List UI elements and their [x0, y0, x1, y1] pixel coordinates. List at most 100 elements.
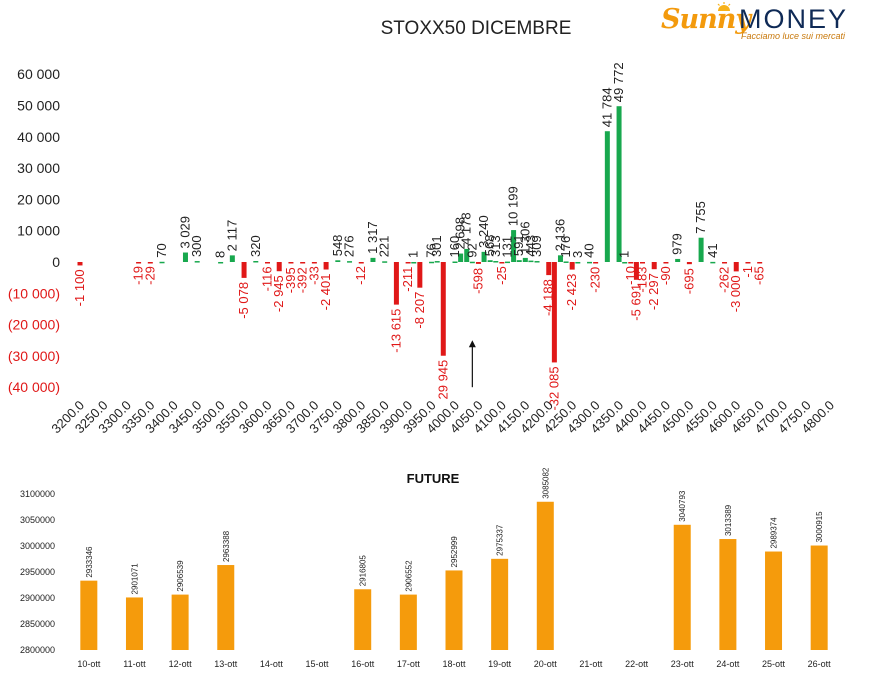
future-bar	[491, 558, 509, 650]
data-label: -12	[353, 266, 368, 285]
future-bar	[399, 594, 417, 650]
future-y-tick-label: 3050000	[20, 515, 55, 525]
data-label: -395	[283, 267, 298, 293]
future-y-tick-label: 3000000	[20, 541, 55, 551]
logo-tagline: Facciamo luce sui mercati	[741, 31, 846, 41]
future-value-labels: 2933346 2901071 2906539 2963388 2916805 29065…	[85, 467, 824, 594]
future-value-label: 2916805	[359, 555, 368, 587]
data-label: 1 306	[517, 221, 532, 254]
data-label: 301	[429, 235, 444, 257]
bar	[159, 261, 165, 264]
future-value-label: 3000915	[815, 511, 824, 543]
future-x-tick-label: 23-ott	[671, 659, 695, 669]
y-axis: 60 000 50 000 40 000 30 000 20 000 10 000 0 (10…	[8, 66, 60, 395]
data-label: 313	[488, 235, 503, 257]
future-y-tick-label: 2800000	[20, 645, 55, 655]
logo-sunny-text: Sunny	[661, 4, 751, 35]
data-label: 40	[582, 243, 597, 257]
bar	[458, 253, 464, 262]
future-bar	[810, 545, 828, 650]
data-label: -211	[400, 267, 415, 292]
future-x-tick-label: 26-ott	[808, 659, 832, 669]
future-x-tick-label: 22-ott	[625, 659, 649, 669]
y-tick-label: (10 000)	[8, 285, 60, 301]
bar	[323, 262, 329, 270]
data-label: 8	[213, 251, 228, 258]
y-tick-label: 60 000	[17, 66, 60, 82]
data-label: -116	[260, 266, 275, 291]
future-x-tick-label: 18-ott	[442, 659, 466, 669]
bar	[481, 251, 487, 262]
bar	[698, 237, 704, 262]
bar	[241, 262, 247, 278]
bar	[640, 262, 645, 264]
sun-icon	[717, 2, 731, 11]
bar	[516, 260, 522, 262]
future-x-tick-label: 15-ott	[306, 659, 330, 669]
data-label: 1	[617, 251, 632, 258]
bar	[757, 262, 763, 264]
data-label: -2 945	[271, 275, 286, 312]
future-value-label: 2989374	[770, 517, 779, 549]
data-label: 2 117	[224, 220, 239, 252]
bar	[722, 262, 728, 264]
data-label: 221	[377, 236, 392, 258]
bar	[522, 257, 528, 262]
data-label: 548	[330, 235, 345, 257]
bar	[194, 261, 200, 263]
data-label: 568	[482, 235, 497, 257]
bar	[633, 262, 639, 280]
bar	[557, 255, 563, 262]
bar	[288, 262, 294, 264]
data-label: 10 199	[506, 186, 521, 226]
future-x-tick-label: 16-ott	[351, 659, 375, 669]
data-label: 1 317	[365, 221, 380, 254]
bar	[675, 258, 681, 262]
bar	[411, 261, 417, 264]
future-x-tick-label: 24-ott	[716, 659, 740, 669]
bar	[229, 255, 235, 262]
data-label: 70	[154, 243, 169, 257]
bar	[218, 261, 224, 264]
future-value-label: 2933346	[85, 546, 94, 578]
future-x-tick-label: 21-ott	[579, 659, 603, 669]
bar	[347, 261, 353, 263]
bar	[335, 260, 341, 262]
bar	[551, 262, 557, 363]
bar	[487, 260, 493, 262]
future-value-label: 2906552	[404, 560, 413, 592]
data-label: -2 297	[646, 273, 661, 310]
bar	[686, 262, 692, 265]
future-x-tick-label: 19-ott	[488, 659, 512, 669]
future-x-tick-label: 17-ott	[397, 659, 421, 669]
data-label: 443	[523, 235, 538, 257]
bar	[616, 106, 622, 262]
bar	[475, 262, 481, 264]
data-label: -598	[470, 268, 485, 294]
bar	[663, 262, 669, 264]
stoxx50-open-interest-chart: STOXX50 DICEMBRE 60 000 50 000 40 000 30 00…	[8, 18, 837, 436]
future-bar	[354, 589, 372, 650]
arrow-head	[468, 340, 476, 348]
bar	[136, 262, 142, 264]
data-label: 276	[342, 235, 357, 257]
future-x-tick-label: 25-ott	[762, 659, 786, 669]
bar	[546, 262, 552, 276]
future-y-tick-label: 3100000	[20, 489, 55, 499]
data-label: 49 772	[611, 62, 626, 102]
data-label: 3 240	[476, 215, 491, 248]
future-x-axis: 10-ott 11-ott 12-ott 13-ott 14-ott 15-ott 16-o…	[77, 659, 831, 669]
data-label: 92	[464, 243, 479, 257]
bar	[587, 261, 593, 264]
bar	[593, 262, 599, 264]
future-value-label: 2952999	[450, 536, 459, 568]
data-label: 4 178	[459, 212, 474, 245]
chart-title: STOXX50 DICEMBRE	[381, 18, 572, 39]
future-bar	[673, 524, 691, 650]
future-x-tick-label: 12-ott	[169, 659, 193, 669]
data-label: 3 029	[177, 216, 192, 249]
future-bar	[217, 565, 235, 650]
future-chart: FUTURE 3100000 3050000 3000000 2950000 29000…	[20, 467, 831, 669]
data-label: -8 207	[412, 292, 427, 329]
